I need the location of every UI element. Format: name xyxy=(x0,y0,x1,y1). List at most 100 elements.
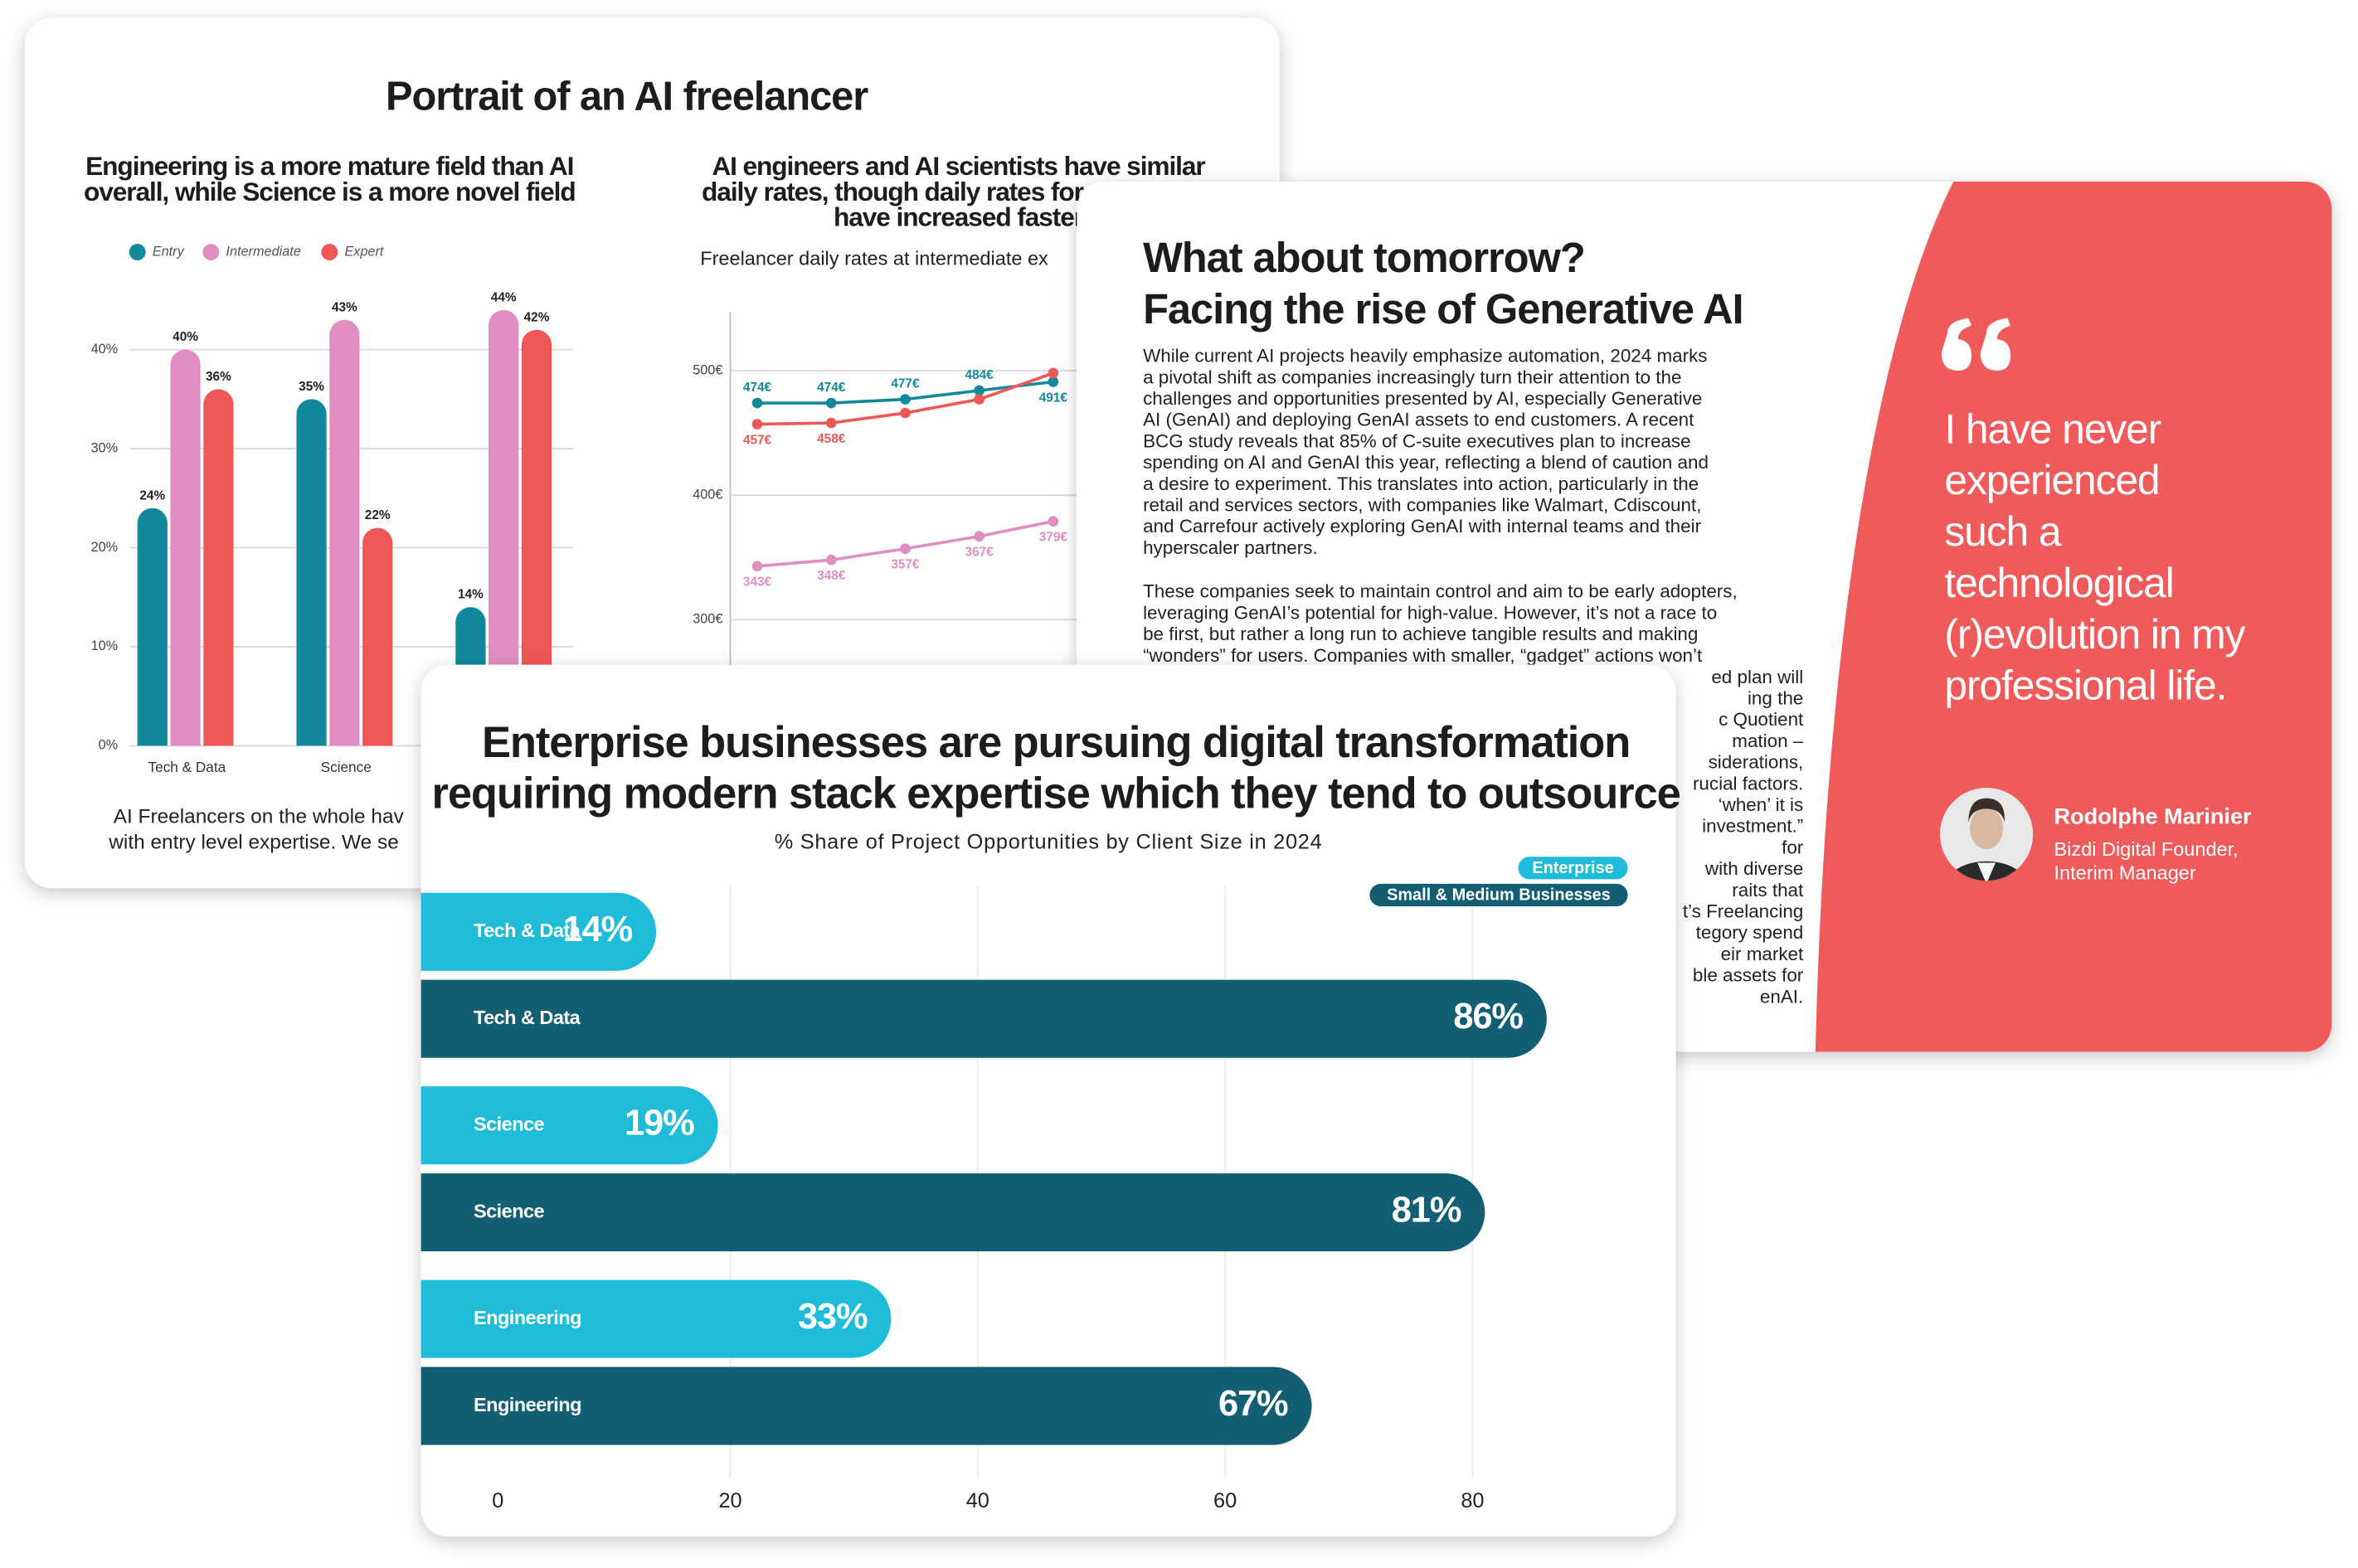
paragraph-fragment: eir market xyxy=(1721,944,1804,964)
paragraph-fragment: siderations, xyxy=(1709,752,1804,773)
quote-line: experienced xyxy=(1944,457,2159,503)
point xyxy=(974,385,985,396)
paragraph-line: While current AI projects heavily emphas… xyxy=(1143,346,1707,367)
paragraph-line: challenges and opportunities presented b… xyxy=(1143,388,1702,409)
y-tick-label: 0% xyxy=(99,738,119,753)
x-tick-label: 60 xyxy=(1213,1489,1237,1512)
paragraph-line: AI (GenAI) and deploying GenAI assets to… xyxy=(1143,410,1694,430)
legend-label: Expert xyxy=(344,244,384,259)
paragraph-fragment: enAI. xyxy=(1760,986,1803,1007)
paragraph-line: “wonders” for users. Companies with smal… xyxy=(1143,645,1703,666)
value-label: 81% xyxy=(1392,1191,1461,1231)
point xyxy=(900,543,911,555)
chart-title: AI engineers and AI scientists have simi… xyxy=(712,151,1205,181)
author-role: Interim Manager xyxy=(2054,862,2195,883)
chart-subtitle: % Share of Project Opportunities by Clie… xyxy=(775,831,1323,854)
legend-pill xyxy=(1518,857,1628,880)
bar xyxy=(329,319,360,746)
paragraph-fragment: t’s Freelancing xyxy=(1683,901,1803,922)
y-tick-label: 500€ xyxy=(693,362,722,377)
photo-hair xyxy=(1968,798,2005,823)
paragraph-line: hyperscaler partners. xyxy=(1143,537,1318,558)
legend-label: Small & Medium Businesses xyxy=(1387,886,1611,905)
paragraph-line: be first, but rather a long run to achie… xyxy=(1143,624,1698,644)
paragraph-line: spending on AI and GenAI this year, refl… xyxy=(1143,452,1709,473)
value-label: 348€ xyxy=(817,569,846,583)
chart-title: overall, while Science is a more novel f… xyxy=(84,177,576,206)
value-label: 19% xyxy=(625,1104,694,1143)
quote-line: professional life. xyxy=(1944,663,2226,709)
paragraph-fragment: mation – xyxy=(1732,731,1804,751)
paragraph-line: These companies seek to maintain control… xyxy=(1143,581,1738,602)
bar xyxy=(489,309,519,746)
chart-title: requiring modern stack expertise which t… xyxy=(431,770,1680,818)
point xyxy=(1048,516,1059,527)
value-label: 491€ xyxy=(1039,391,1068,405)
paragraph-fragment: raits that xyxy=(1732,880,1804,901)
legend-swatch xyxy=(202,244,220,260)
value-label: 357€ xyxy=(891,558,920,572)
legend-pill xyxy=(1369,883,1628,906)
point xyxy=(825,417,837,429)
chart-title: have increased faster xyxy=(834,202,1084,232)
x-tick-label: 80 xyxy=(1461,1489,1484,1512)
value-label: 484€ xyxy=(965,368,994,382)
paragraph-line: BCG study reveals that 85% of C-suite ex… xyxy=(1143,430,1691,451)
value-label: 474€ xyxy=(743,381,772,395)
paragraph-line: retail and services sectors, with compan… xyxy=(1143,494,1701,515)
bar-category: Engineering xyxy=(474,1307,581,1328)
paragraph-fragment: ing the xyxy=(1748,688,1803,709)
bar-area xyxy=(421,885,1547,1478)
bar xyxy=(421,892,657,971)
y-tick-label: 20% xyxy=(91,540,119,555)
paragraph-fragment: with diverse xyxy=(1704,858,1803,879)
slide-title: Portrait of an AI freelancer xyxy=(386,74,868,119)
article-title: What about tomorrow? xyxy=(1143,234,1585,281)
value-label: 477€ xyxy=(891,376,920,391)
point xyxy=(825,397,837,409)
quote-line: (r)evolution in my xyxy=(1944,611,2245,658)
value-label: 343€ xyxy=(743,575,772,590)
photo-suit xyxy=(1944,861,2029,881)
point xyxy=(751,397,763,409)
value-label: 458€ xyxy=(817,432,846,446)
value-label: 379€ xyxy=(1039,531,1068,545)
paragraph-line: and Carrefour actively exploring GenAI w… xyxy=(1143,516,1702,536)
point xyxy=(1048,376,1059,387)
bar xyxy=(296,399,327,746)
x-tick-label: Tech & Data xyxy=(148,759,226,775)
y-tick-label: 40% xyxy=(91,342,119,357)
photo-shirt xyxy=(1977,862,1996,881)
paragraph-fragment: rucial factors. xyxy=(1693,773,1803,794)
point xyxy=(974,394,985,405)
value-label: 35% xyxy=(299,380,324,394)
bar xyxy=(421,1173,1485,1252)
footer-text: with entry level expertise. We se xyxy=(108,831,399,853)
value-label: 14% xyxy=(562,910,632,949)
value-label: 457€ xyxy=(743,434,772,448)
photo-face xyxy=(1970,807,2003,850)
bar xyxy=(203,389,234,746)
point xyxy=(751,419,763,430)
author-role: Bizdi Digital Founder, xyxy=(2054,838,2238,860)
value-label: 367€ xyxy=(965,546,994,560)
value-label: 44% xyxy=(491,290,517,304)
quote-line: such a xyxy=(1944,508,2061,555)
quote-mark xyxy=(1941,318,2011,371)
y-tick-label: 300€ xyxy=(693,612,722,627)
value-label: 36% xyxy=(206,370,231,384)
bar-category: Science xyxy=(474,1200,545,1221)
y-tick-label: 10% xyxy=(91,638,119,653)
chart-subtitle: Freelancer daily rates at intermediate e… xyxy=(700,247,1048,269)
value-label: 43% xyxy=(332,300,357,314)
x-tick-label: Science xyxy=(321,759,372,775)
quote-line: I have never xyxy=(1944,405,2161,452)
paragraph-fragment: ed plan will xyxy=(1711,667,1803,687)
value-label: 22% xyxy=(365,508,391,522)
bar xyxy=(137,507,168,746)
legend-label: Intermediate xyxy=(226,244,300,259)
bar xyxy=(421,1279,892,1358)
value-label: 40% xyxy=(173,330,198,344)
bar xyxy=(421,1086,718,1165)
paragraph-line: leveraging GenAI’s potential for high-va… xyxy=(1143,602,1717,623)
